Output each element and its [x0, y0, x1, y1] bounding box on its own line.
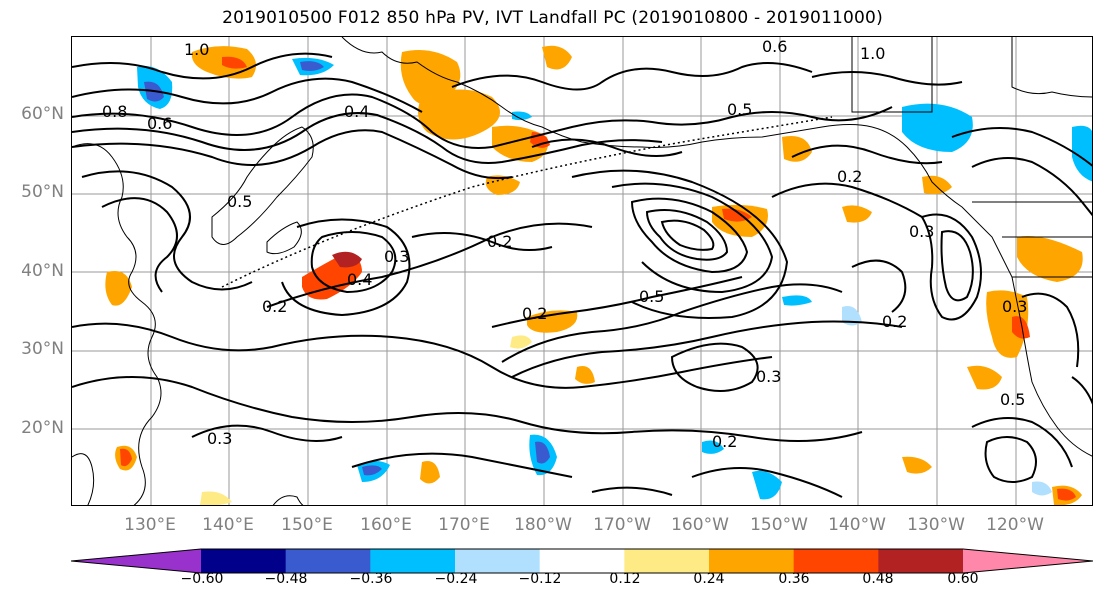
graticule	[72, 37, 1092, 505]
colorbar-tick-label: 0.36	[778, 571, 810, 587]
colorbar-segment	[878, 549, 964, 573]
contour-label: 0.3	[756, 367, 781, 386]
contour-label: 0.4	[344, 102, 369, 121]
map-panel: 1.0 0.8 0.6 0.4 0.2 0.3 0.5 0.2 0.4 0.3 …	[71, 36, 1093, 506]
colorbar-tick-label: 0.24	[693, 571, 725, 587]
contour-label: 0.2	[712, 432, 737, 451]
lon-label: 140°W	[828, 515, 886, 535]
lon-label: 160°E	[360, 515, 412, 535]
colorbar-segment	[793, 549, 879, 573]
colorbar-segment	[624, 549, 710, 573]
lon-label: 170°E	[438, 515, 490, 535]
colorbar-tick-label: 0.12	[609, 571, 641, 587]
lon-label: 130°E	[124, 515, 176, 535]
colorbar-segment	[963, 549, 1093, 573]
contour-label: 0.2	[837, 167, 862, 186]
lat-label: 30°N	[21, 339, 64, 359]
track-line	[221, 116, 833, 288]
plot-title: 2019010500 F012 850 hPa PV, IVT Landfall…	[222, 8, 883, 28]
lon-label: 130°W	[907, 515, 965, 535]
contour-label: 0.3	[384, 247, 409, 266]
colorbar-tick-label: −0.48	[264, 571, 308, 587]
colorbar-tick-label: −0.24	[434, 571, 478, 587]
pv-shading	[105, 45, 1092, 505]
colorbar-tick-label: −0.60	[180, 571, 224, 587]
colorbar-segment	[709, 549, 795, 573]
contour-label: 1.0	[184, 40, 209, 59]
colorbar-segment	[455, 549, 541, 573]
contour-label: 1.0	[860, 44, 885, 63]
colorbar-segment	[539, 549, 625, 573]
contour-label: 0.2	[487, 232, 512, 251]
colorbar-segment	[201, 549, 287, 573]
lat-label: 20°N	[21, 418, 64, 438]
contour-label-group: 1.0 0.8 0.6 0.4 0.2 0.3 0.5 0.2 0.4 0.3 …	[102, 37, 1027, 451]
contour-label: 0.5	[1000, 390, 1025, 409]
contour-label: 0.3	[207, 429, 232, 448]
colorbar-segment	[285, 549, 371, 573]
colorbar-tick-label: −0.12	[518, 571, 562, 587]
contour-label: 0.5	[227, 192, 252, 211]
contour-label: 0.6	[147, 114, 172, 133]
contour-label: 0.6	[762, 37, 787, 56]
colorbar-tick-label: 0.60	[947, 571, 979, 587]
lon-label: 180°W	[514, 515, 572, 535]
contour-label: 0.4	[347, 270, 372, 289]
lat-label: 40°N	[21, 261, 64, 281]
contour-label: 0.5	[639, 287, 664, 306]
contour-label: 0.2	[882, 312, 907, 331]
contour-label: 0.5	[727, 100, 752, 119]
lon-label: 150°E	[281, 515, 333, 535]
lon-label: 140°E	[202, 515, 254, 535]
lat-label: 50°N	[21, 182, 64, 202]
lat-label: 60°N	[21, 104, 64, 124]
lon-label: 120°W	[986, 515, 1044, 535]
colorbar	[71, 548, 1093, 574]
contour-label: 0.2	[522, 304, 547, 323]
contour-label: 0.8	[102, 102, 127, 121]
lon-label: 170°W	[593, 515, 651, 535]
colorbar-tick-label: −0.36	[349, 571, 393, 587]
contour-label: 0.2	[262, 297, 287, 316]
contour-label: 0.3	[1002, 297, 1027, 316]
colorbar-segments	[71, 549, 1093, 573]
colorbar-segment	[370, 549, 456, 573]
colorbar-tick-label: 0.48	[862, 571, 894, 587]
map-canvas: 1.0 0.8 0.6 0.4 0.2 0.3 0.5 0.2 0.4 0.3 …	[72, 37, 1092, 505]
ivt-contours	[72, 52, 1092, 498]
contour-label: 0.3	[909, 222, 934, 241]
lon-label: 150°W	[750, 515, 808, 535]
colorbar-segment	[71, 549, 201, 573]
lon-label: 160°W	[671, 515, 729, 535]
